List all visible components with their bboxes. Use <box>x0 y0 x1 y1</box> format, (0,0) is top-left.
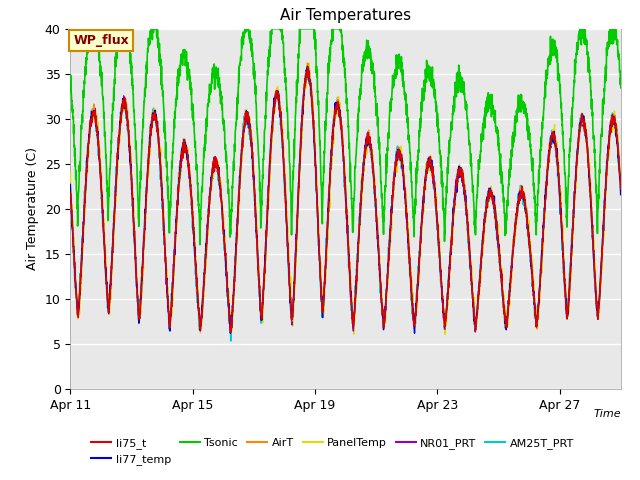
Legend: li75_t, li77_temp, Tsonic, AirT, PanelTemp, NR01_PRT, AM25T_PRT: li75_t, li77_temp, Tsonic, AirT, PanelTe… <box>87 433 579 469</box>
Text: Time: Time <box>593 408 621 419</box>
Text: WP_flux: WP_flux <box>73 34 129 47</box>
Title: Air Temperatures: Air Temperatures <box>280 9 411 24</box>
Y-axis label: Air Temperature (C): Air Temperature (C) <box>26 147 39 270</box>
